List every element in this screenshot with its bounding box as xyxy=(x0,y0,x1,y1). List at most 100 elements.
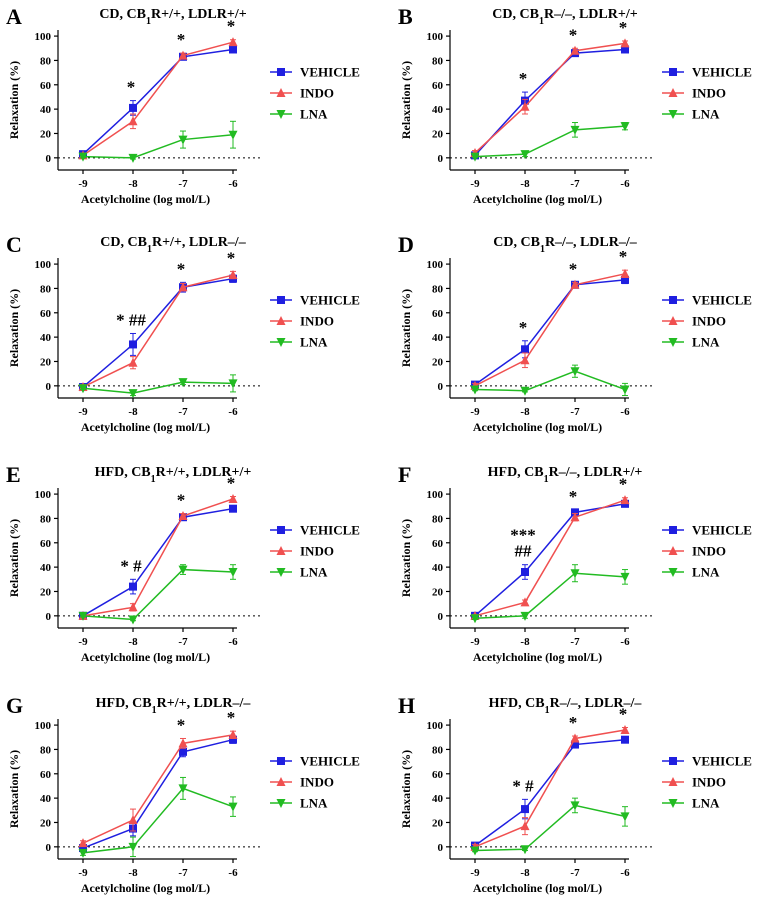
data-point xyxy=(229,504,237,513)
data-point xyxy=(621,45,629,54)
x-tick-label: -6 xyxy=(228,406,238,418)
x-tick-label: -8 xyxy=(520,406,530,418)
legend-label-vehicle: VEHICLE xyxy=(692,65,752,80)
x-tick-label: -8 xyxy=(520,178,530,190)
y-tick-label: 0 xyxy=(438,611,444,623)
legend-marker xyxy=(276,568,286,577)
y-tick-label: 60 xyxy=(432,308,444,320)
data-point xyxy=(128,389,138,399)
data-point xyxy=(178,565,188,575)
data-point xyxy=(621,275,629,284)
x-tick-label: -9 xyxy=(470,406,480,418)
chart-title: CD, CB1R+/+, LDLR–/– xyxy=(100,235,246,255)
x-tick-label: -7 xyxy=(178,636,188,648)
data-point xyxy=(178,135,188,145)
y-tick-label: 80 xyxy=(40,55,52,67)
legend-label-vehicle: VEHICLE xyxy=(300,523,360,538)
series-lna xyxy=(78,374,238,399)
legend-label-lna: LNA xyxy=(300,796,328,811)
legend-marker xyxy=(276,338,286,347)
series-line-lna xyxy=(474,804,626,852)
data-point xyxy=(620,724,630,734)
legend-marker xyxy=(668,546,678,555)
data-point xyxy=(570,733,580,743)
series-line-lna xyxy=(474,572,626,620)
legend-label-lna: LNA xyxy=(692,335,720,350)
legend-label-vehicle: VEHICLE xyxy=(300,754,360,769)
series-line-lna xyxy=(82,787,234,854)
x-tick-label: -6 xyxy=(228,636,238,648)
significance-marker: * xyxy=(127,78,136,97)
series-indo xyxy=(78,493,238,620)
data-point xyxy=(521,568,529,576)
panel-b: B CD, CB1R–/–, LDLR+/+ 0 20 40 60 80 100 -9 -8 -7 -… xyxy=(398,4,752,206)
significance-marker: * xyxy=(569,25,578,44)
y-tick-label: 80 xyxy=(432,283,444,295)
x-tick-label: -7 xyxy=(178,178,188,190)
data-point xyxy=(178,50,188,60)
x-tick-label: -7 xyxy=(178,406,188,418)
y-tick-label: 0 xyxy=(438,381,444,393)
x-axis-label: Acetylcholine (log mol/L) xyxy=(81,881,210,895)
significance-marker: * xyxy=(227,708,236,727)
series-line-indo xyxy=(474,729,626,848)
y-tick-label: 100 xyxy=(427,31,444,43)
y-tick-label: 40 xyxy=(40,562,52,574)
data-point xyxy=(79,844,87,853)
series-line-indo xyxy=(474,499,626,617)
panel-d: D CD, CB1R–/–, LDLR–/– 0 20 40 60 80 100 -9 -8 -7 -… xyxy=(398,232,752,434)
series-indo xyxy=(78,270,238,392)
chart-title: CD, CB1R–/–, LDLR–/– xyxy=(493,235,637,255)
x-tick-label: -8 xyxy=(520,636,530,648)
legend-marker xyxy=(277,757,285,765)
panel-letter: E xyxy=(6,462,21,487)
data-point xyxy=(229,735,237,744)
series-lna xyxy=(470,564,630,624)
legend: VEHICLE INDO LNA xyxy=(270,293,360,350)
data-point xyxy=(178,282,188,292)
legend: VEHICLE INDO LNA xyxy=(662,754,752,811)
y-tick-label: 40 xyxy=(432,562,444,574)
legend-label-lna: LNA xyxy=(300,565,328,580)
y-tick-label: 100 xyxy=(427,720,444,732)
y-tick-label: 60 xyxy=(432,538,444,550)
data-point xyxy=(620,495,630,505)
y-axis-label: Relaxation (%) xyxy=(7,519,21,597)
y-tick-label: 40 xyxy=(40,104,52,116)
x-tick-label: -8 xyxy=(128,178,138,190)
x-tick-label: -6 xyxy=(620,867,630,879)
y-tick-label: 0 xyxy=(46,842,52,854)
legend-marker xyxy=(276,110,286,119)
legend-label-indo: INDO xyxy=(300,775,334,790)
series-line-indo xyxy=(82,274,234,388)
legend-marker xyxy=(276,546,286,555)
data-point xyxy=(470,614,480,624)
y-axis-label: Relaxation (%) xyxy=(399,750,413,828)
x-axis-label: Acetylcholine (log mol/L) xyxy=(473,650,602,664)
legend-marker xyxy=(668,88,678,97)
legend-label-indo: INDO xyxy=(692,544,726,559)
y-tick-label: 20 xyxy=(40,817,52,829)
y-tick-label: 60 xyxy=(432,80,444,92)
data-point xyxy=(178,511,188,520)
data-point xyxy=(520,597,530,607)
x-tick-label: -8 xyxy=(128,636,138,648)
legend-label-lna: LNA xyxy=(300,335,328,350)
y-tick-label: 40 xyxy=(432,793,444,805)
y-tick-label: 0 xyxy=(46,611,52,623)
significance-marker: * xyxy=(569,259,578,278)
series-indo xyxy=(78,37,238,160)
panel-c: C CD, CB1R+/+, LDLR–/– 0 20 40 60 80 100 -9 -8 -7 -… xyxy=(6,232,360,434)
data-point xyxy=(520,386,530,396)
chart-title: HFD, CB1R–/–, LDLR+/+ xyxy=(488,465,643,485)
data-point xyxy=(520,101,530,111)
legend: VEHICLE INDO LNA xyxy=(270,754,360,811)
legend-marker xyxy=(668,568,678,577)
data-point xyxy=(520,355,530,365)
series-line-vehicle xyxy=(474,48,626,156)
data-point xyxy=(228,493,238,503)
x-tick-label: -6 xyxy=(620,178,630,190)
y-tick-label: 100 xyxy=(35,489,52,501)
legend-label-vehicle: VEHICLE xyxy=(692,754,752,769)
series-line-lna xyxy=(474,370,626,392)
